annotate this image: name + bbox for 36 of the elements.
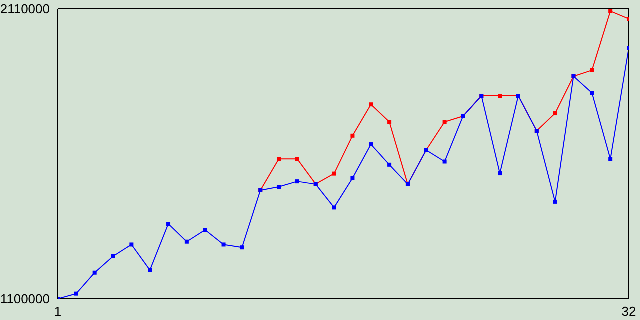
- x-tick-label: 32: [622, 304, 636, 320]
- point: [92, 270, 97, 275]
- point: [277, 185, 282, 190]
- point: [498, 94, 502, 98]
- point: [111, 254, 116, 259]
- point: [553, 112, 558, 116]
- point: [442, 160, 447, 164]
- y-tick-label: 2110000: [0, 2, 50, 17]
- point: [388, 162, 392, 167]
- point: [184, 240, 189, 244]
- point: [590, 68, 594, 72]
- point: [553, 200, 558, 204]
- point: [295, 180, 300, 184]
- point: [74, 292, 78, 296]
- point: [369, 102, 374, 107]
- point: [203, 228, 208, 232]
- point: [369, 142, 374, 147]
- point: [277, 157, 282, 162]
- point: [442, 120, 447, 124]
- point: [350, 176, 355, 180]
- point: [332, 206, 336, 210]
- y-tick-label: 1100000: [0, 292, 50, 307]
- point: [608, 9, 613, 14]
- point: [130, 242, 134, 247]
- point: [350, 134, 355, 138]
- point: [222, 242, 226, 247]
- x-tick-label: 1: [54, 304, 62, 320]
- point: [388, 120, 392, 124]
- point: [240, 246, 244, 250]
- point: [148, 268, 152, 272]
- point: [608, 157, 613, 162]
- point: [332, 172, 336, 176]
- point: [590, 91, 594, 96]
- point: [295, 157, 300, 162]
- point: [498, 172, 502, 176]
- point: [166, 222, 171, 226]
